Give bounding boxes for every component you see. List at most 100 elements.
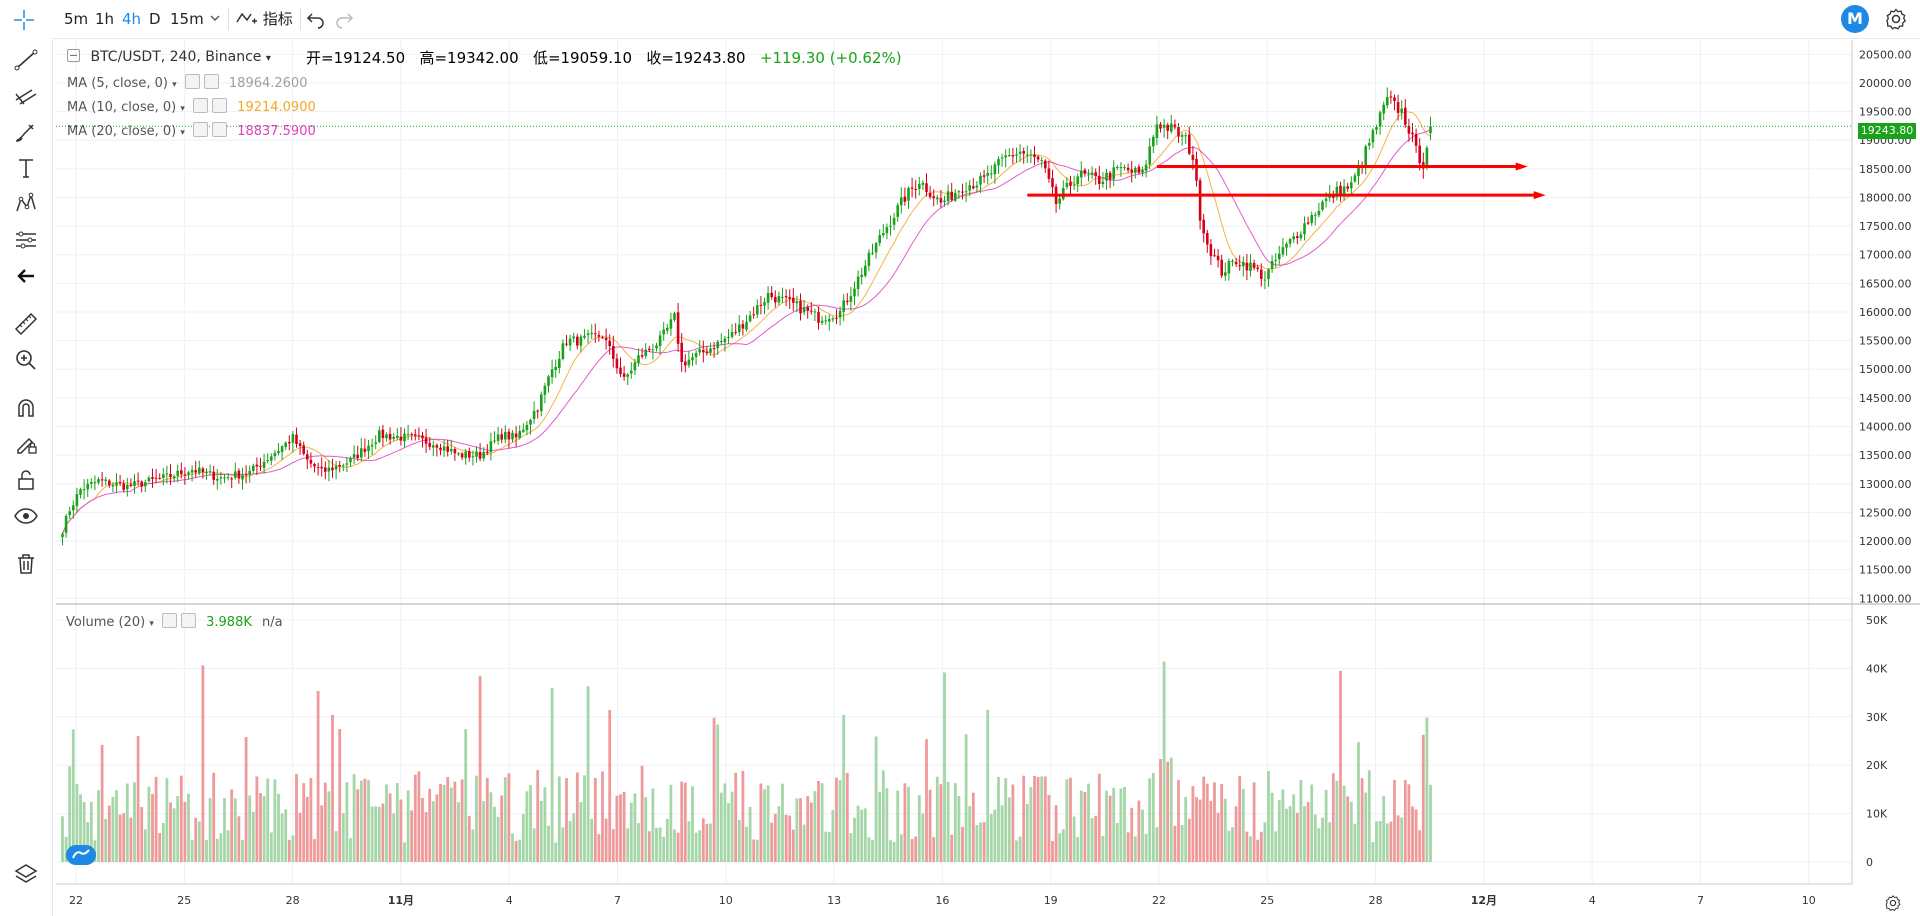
volume-bar xyxy=(727,803,730,862)
volume-bar xyxy=(1148,778,1152,862)
candle-body xyxy=(910,187,914,189)
layers-icon[interactable] xyxy=(12,860,40,888)
candle-body xyxy=(489,441,493,453)
undo-icon[interactable] xyxy=(306,9,326,34)
candle-body xyxy=(1256,267,1259,270)
indicator-settings-icon[interactable] xyxy=(161,613,177,628)
candle-body xyxy=(954,192,957,201)
volume-bar xyxy=(1094,815,1098,862)
interval-1h[interactable]: 1h xyxy=(95,10,115,28)
redo-icon[interactable] xyxy=(334,9,354,34)
volume-bar xyxy=(853,817,856,862)
indicator-legend-ma5[interactable]: MA (5, close, 0) ▾ 18964.2600 xyxy=(67,74,308,91)
lock-drawings-icon[interactable] xyxy=(12,430,40,458)
indicator-settings-icon[interactable] xyxy=(193,98,209,113)
candle-body xyxy=(388,433,392,440)
candle-body xyxy=(216,478,219,481)
volume-tick-label: 50K xyxy=(1866,614,1888,627)
indicator-remove-icon[interactable] xyxy=(212,122,228,137)
volume-bar xyxy=(1389,821,1393,862)
axis-settings-gear-icon[interactable] xyxy=(1884,894,1902,912)
collapse-legend-icon[interactable] xyxy=(67,49,80,62)
exchange-logo[interactable]: M xyxy=(1841,5,1869,33)
indicators-button[interactable]: 指标 xyxy=(236,9,293,29)
chevron-down-icon[interactable]: ▾ xyxy=(265,53,271,64)
volume-bar xyxy=(1259,831,1263,862)
arrow-head[interactable] xyxy=(1515,162,1528,171)
price-tick-label: 11500.00 xyxy=(1859,564,1912,577)
volume-bar xyxy=(1195,797,1198,862)
volume-bar xyxy=(1303,806,1306,862)
drawn-arrows[interactable] xyxy=(1027,162,1546,200)
candle-body xyxy=(1378,112,1382,127)
trash-icon[interactable] xyxy=(12,550,40,578)
volume-bar xyxy=(1349,801,1353,862)
indicator-settings-icon[interactable] xyxy=(193,122,209,137)
volume-bar xyxy=(773,813,777,862)
volume-bar xyxy=(1108,795,1112,862)
back-arrow-icon[interactable] xyxy=(12,262,40,290)
candle-body xyxy=(1119,167,1123,169)
candle-body xyxy=(680,342,683,363)
volume-bar xyxy=(399,799,403,862)
indicator-legend-ma10[interactable]: MA (10, close, 0) ▾ 19214.0900 xyxy=(67,98,316,115)
indicator-remove-icon[interactable] xyxy=(203,74,219,89)
unlock-icon[interactable] xyxy=(12,466,40,494)
interval-5m[interactable]: 5m xyxy=(64,10,89,28)
candle-body xyxy=(334,465,338,470)
zoom-in-icon[interactable] xyxy=(12,346,40,374)
volume-bar xyxy=(579,802,583,862)
prediction-tool-icon[interactable] xyxy=(12,226,40,254)
candle-body xyxy=(1270,260,1274,269)
indicator-legend-ma20[interactable]: MA (20, close, 0) ▾ 18837.5900 xyxy=(67,122,316,139)
indicator-remove-icon[interactable] xyxy=(180,613,196,628)
volume-bar xyxy=(547,825,550,862)
trend-line-icon[interactable] xyxy=(12,46,40,74)
volume-bar xyxy=(194,817,198,862)
interval-dropdown-chevron-icon[interactable] xyxy=(208,10,222,30)
volume-bar xyxy=(1285,808,1288,862)
interval-d[interactable]: D xyxy=(149,10,161,28)
candle-body xyxy=(237,470,241,479)
eye-icon[interactable] xyxy=(12,502,40,530)
volume-bar xyxy=(694,832,698,862)
indicator-settings-icon[interactable] xyxy=(184,74,200,89)
text-tool-icon[interactable] xyxy=(12,154,40,182)
candle-body xyxy=(1285,243,1288,248)
volume-bar xyxy=(1288,806,1292,862)
volume-bar xyxy=(161,823,165,862)
candle-body xyxy=(442,446,446,451)
volume-bar xyxy=(943,672,946,862)
volume-bar xyxy=(64,836,68,862)
candle-body xyxy=(806,307,809,311)
volume-bar xyxy=(208,798,212,862)
brush-icon[interactable] xyxy=(12,118,40,146)
ruler-icon[interactable] xyxy=(12,310,40,338)
volume-bar xyxy=(626,828,630,862)
pattern-tool-icon[interactable] xyxy=(12,190,40,218)
volume-bar xyxy=(320,805,324,862)
volume-bar xyxy=(647,831,651,862)
tradingview-logo-icon[interactable] xyxy=(66,845,96,865)
candle-body xyxy=(547,376,550,387)
volume-legend[interactable]: Volume (20) ▾ 3.988K n/a xyxy=(66,613,283,630)
volume-bar xyxy=(1328,822,1332,862)
symbol-title[interactable]: BTC/USDT, 240, Binance xyxy=(90,49,262,65)
settings-gear-icon[interactable] xyxy=(1884,7,1908,31)
candle-body xyxy=(536,410,539,412)
magnet-icon[interactable] xyxy=(12,394,40,422)
arrow-head[interactable] xyxy=(1533,191,1546,200)
candle-body xyxy=(820,320,824,323)
candle-body xyxy=(172,476,176,479)
price-tick-label: 16000.00 xyxy=(1859,306,1912,319)
parallel-channel-icon[interactable] xyxy=(12,82,40,110)
interval-4h[interactable]: 4h xyxy=(122,10,142,28)
volume-bar xyxy=(323,782,327,862)
volume-bar xyxy=(1130,807,1134,862)
indicator-remove-icon[interactable] xyxy=(212,98,228,113)
interval-15m[interactable]: 15m xyxy=(170,10,204,28)
volume-bar xyxy=(827,832,831,862)
volume-bar xyxy=(712,717,716,862)
crosshair-icon[interactable] xyxy=(12,8,36,37)
